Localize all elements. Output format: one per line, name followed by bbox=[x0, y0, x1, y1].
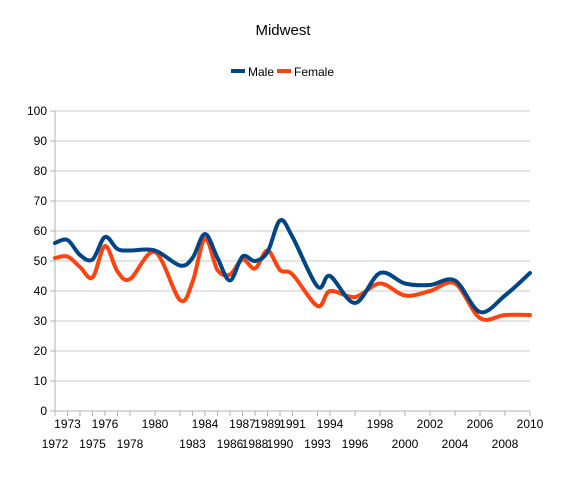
y-tick-label: 10 bbox=[34, 374, 48, 388]
legend: Male Female bbox=[231, 65, 334, 79]
x-tick-label: 1994 bbox=[317, 417, 344, 431]
x-tick-label: 1993 bbox=[304, 437, 331, 451]
x-tick-label: 1980 bbox=[142, 417, 169, 431]
x-tick-label: 1990 bbox=[267, 437, 294, 451]
legend-label-male: Male bbox=[248, 65, 274, 79]
gridlines bbox=[50, 110, 530, 412]
chart-title: Midwest bbox=[255, 22, 311, 39]
x-tick-label: 1988 bbox=[242, 437, 269, 451]
y-tick-label: 80 bbox=[34, 164, 48, 178]
x-tick-label: 2000 bbox=[392, 437, 419, 451]
x-tick-label: 1978 bbox=[117, 437, 144, 451]
x-tick-label: 1983 bbox=[179, 437, 206, 451]
y-tick-label: 90 bbox=[34, 134, 48, 148]
x-tick-label: 1976 bbox=[92, 417, 119, 431]
x-tick-label: 1986 bbox=[217, 437, 244, 451]
y-axis-tick-labels: 0 10 20 30 40 50 60 70 80 90 100 bbox=[27, 104, 47, 418]
y-tick-label: 40 bbox=[34, 284, 48, 298]
y-tick-label: 50 bbox=[34, 254, 48, 268]
x-tick-label: 2010 bbox=[517, 417, 544, 431]
y-tick-label: 60 bbox=[34, 224, 48, 238]
x-tick-label: 2002 bbox=[417, 417, 444, 431]
x-tick-label: 1996 bbox=[342, 437, 369, 451]
x-tick-label: 1987 bbox=[229, 417, 256, 431]
x-tick-label: 2006 bbox=[467, 417, 494, 431]
series-line-male bbox=[53, 218, 532, 315]
y-tick-label: 20 bbox=[34, 344, 48, 358]
x-tick-label: 1989 bbox=[254, 417, 281, 431]
x-tick-label: 1973 bbox=[54, 417, 81, 431]
x-tick-label: 1972 bbox=[42, 437, 69, 451]
x-tick-label: 1998 bbox=[367, 417, 394, 431]
y-tick-label: 100 bbox=[27, 104, 47, 118]
x-tick-label: 1975 bbox=[79, 437, 106, 451]
legend-label-female: Female bbox=[294, 65, 334, 79]
x-tick-label: 2008 bbox=[492, 437, 519, 451]
x-tick-label: 2004 bbox=[442, 437, 469, 451]
series-layer bbox=[53, 218, 532, 322]
y-tick-label: 0 bbox=[40, 404, 47, 418]
y-tick-label: 70 bbox=[34, 194, 48, 208]
series-line-female bbox=[53, 236, 532, 322]
y-tick-label: 30 bbox=[34, 314, 48, 328]
x-tick-label: 1984 bbox=[192, 417, 219, 431]
x-tick-label: 1991 bbox=[279, 417, 306, 431]
